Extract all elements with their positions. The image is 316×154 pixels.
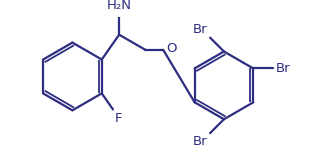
Text: Br: Br bbox=[276, 62, 290, 75]
Text: Br: Br bbox=[193, 135, 207, 148]
Text: F: F bbox=[115, 112, 122, 125]
Text: Br: Br bbox=[193, 23, 207, 36]
Text: H₂N: H₂N bbox=[106, 0, 132, 12]
Text: O: O bbox=[166, 42, 177, 55]
